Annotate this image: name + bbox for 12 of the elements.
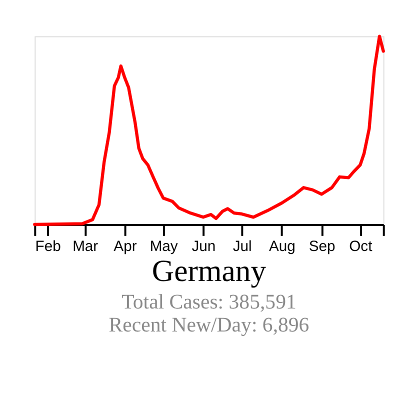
x-tick-label: Feb [35,238,61,255]
text: Germany [152,254,267,288]
x-tick-label: Aug [268,238,296,255]
x-tick-label: Jul [232,238,252,255]
text: Total Cases: 385,591 [122,290,296,314]
text: Recent New/Day: 6,896 [108,313,310,336]
x-tick-label: Apr [114,238,137,255]
x-tick-label: Jun [192,238,216,255]
x-tick-label: May [150,238,178,255]
x-tick-label: Mar [72,238,98,255]
x-tick-label: Sep [308,238,336,255]
x-tick-label: Oct [349,238,374,255]
